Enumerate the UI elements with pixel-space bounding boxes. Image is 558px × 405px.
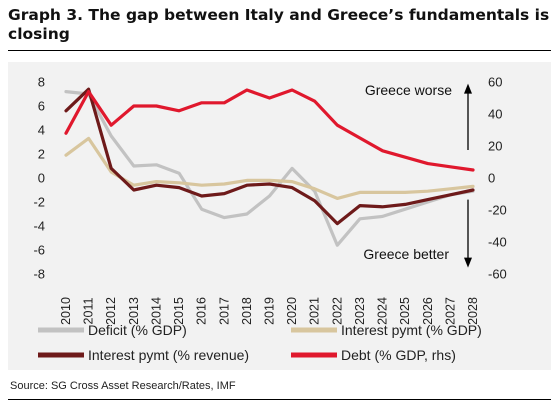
y-left-tick-label: -4 bbox=[33, 219, 45, 234]
x-tick-label: 2027 bbox=[443, 297, 457, 325]
chart-title: Graph 3. The gap between Italy and Greec… bbox=[8, 6, 550, 43]
x-tick-label: 2013 bbox=[127, 297, 141, 325]
x-tick-label: 2028 bbox=[466, 297, 480, 325]
x-tick-label: 2010 bbox=[59, 297, 73, 325]
legend-label: Deficit (% GDP) bbox=[88, 322, 187, 338]
title-divider bbox=[8, 50, 551, 51]
series-line bbox=[64, 136, 475, 200]
x-tick-label: 2019 bbox=[263, 297, 277, 325]
y-left-tick-label: 2 bbox=[38, 147, 45, 162]
y-right-tick-label: 40 bbox=[488, 107, 502, 122]
x-tick-label: 2024 bbox=[376, 297, 390, 325]
greece-worse-arrowhead bbox=[464, 83, 472, 94]
legend-label: Interest pymt (% revenue) bbox=[88, 347, 249, 363]
legend-label: Interest pymt (% GDP) bbox=[341, 322, 482, 338]
x-tick-label: 2014 bbox=[149, 297, 163, 325]
chart-panel: -8 -6 -4 -2 0 2 4 6 8 -60 -40 -20 0 20 40 60 2010 2011 201… bbox=[8, 62, 551, 370]
annotation-greece-better: Greece better bbox=[363, 246, 449, 262]
x-tick-label: 2023 bbox=[353, 297, 367, 325]
y-left-tick-label: 4 bbox=[38, 123, 45, 138]
series-line bbox=[64, 90, 475, 247]
y-left-tick-label: 6 bbox=[38, 99, 45, 114]
y-right-tick-label: -60 bbox=[488, 267, 507, 282]
series-line bbox=[64, 88, 475, 172]
x-tick-label: 2021 bbox=[308, 297, 322, 325]
x-tick-label: 2026 bbox=[421, 297, 435, 325]
x-tick-label: 2025 bbox=[398, 297, 412, 325]
source-note: Source: SG Cross Asset Research/Rates, I… bbox=[10, 380, 236, 392]
x-tick-label: 2012 bbox=[104, 297, 118, 325]
y-left-tick-label: -6 bbox=[33, 243, 45, 258]
y-left-tick-label: 8 bbox=[38, 75, 45, 90]
y-right-tick-label: 0 bbox=[488, 171, 495, 186]
x-tick-label: 2017 bbox=[217, 297, 231, 325]
y-right-tick-label: -40 bbox=[488, 235, 507, 250]
greece-better-arrowhead bbox=[464, 257, 472, 268]
y-right-tick-label: -20 bbox=[488, 203, 507, 218]
annotation-greece-worse: Greece worse bbox=[365, 82, 452, 98]
legend-label: Debt (% GDP, rhs) bbox=[341, 347, 456, 363]
x-tick-label: 2011 bbox=[82, 298, 96, 325]
series-line bbox=[64, 87, 475, 226]
y-right-tick-label: 20 bbox=[488, 139, 502, 154]
bottom-divider bbox=[8, 399, 551, 400]
x-tick-label: 2016 bbox=[195, 297, 209, 325]
y-left-tick-label: -2 bbox=[33, 195, 45, 210]
y-left-tick-label: -8 bbox=[33, 267, 45, 282]
y-right-tick-label: 60 bbox=[488, 75, 502, 90]
x-tick-label: 2015 bbox=[172, 297, 186, 325]
x-tick-label: 2022 bbox=[330, 297, 344, 325]
x-tick-label: 2018 bbox=[240, 297, 254, 325]
y-left-tick-label: 0 bbox=[38, 171, 45, 186]
x-tick-label: 2020 bbox=[285, 297, 299, 325]
